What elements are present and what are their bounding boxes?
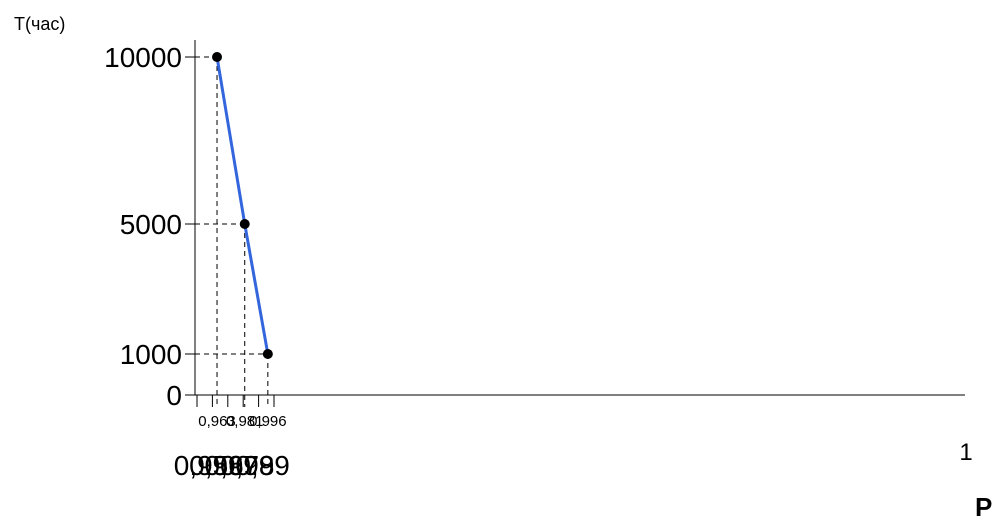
x-tick-label: 0,99 — [235, 450, 290, 481]
data-point — [262, 349, 273, 359]
data-point-x-label: 0,981 — [226, 413, 264, 430]
y-tick-label: 1000 — [120, 339, 182, 370]
data-point — [212, 52, 223, 62]
x-tick-label: 0,95 — [174, 450, 229, 481]
y-axis-label: T(час) — [14, 14, 65, 34]
data-point — [239, 219, 250, 229]
series-line — [215, 56, 270, 355]
x-tick-label: 0,98 — [220, 450, 275, 481]
x-tick-label: 0,96 — [189, 450, 244, 481]
y-tick-label: 10000 — [104, 42, 182, 73]
x-tick-label: 0,97 — [205, 450, 260, 481]
y-tick-label: 0 — [166, 380, 182, 411]
x-tick-label: 1 — [959, 439, 972, 466]
data-point-x-label: 0,996 — [249, 413, 287, 430]
y-tick-label: 5000 — [120, 209, 182, 240]
x-axis-label: P — [975, 492, 992, 522]
data-point-x-label: 0,963 — [198, 413, 236, 430]
